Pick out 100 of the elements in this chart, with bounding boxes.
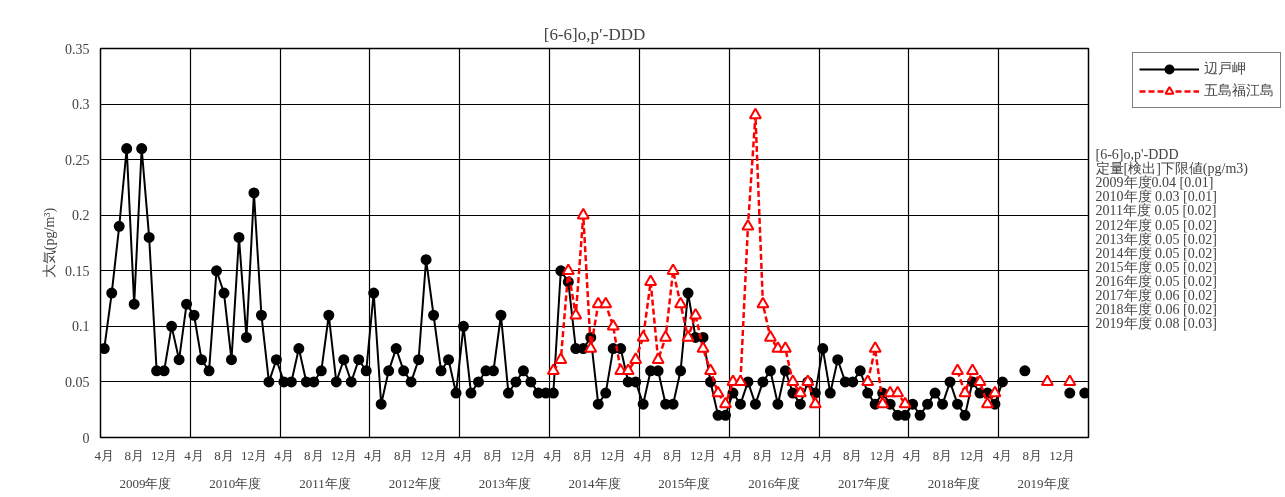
point [621, 363, 635, 375]
point [861, 374, 875, 387]
x-tick-label: 4月 [184, 447, 204, 463]
point [569, 307, 583, 320]
point [741, 218, 755, 231]
x-tick-label: 4月 [813, 447, 833, 463]
point [793, 385, 807, 398]
point [718, 396, 732, 409]
point [898, 396, 912, 409]
point [951, 363, 965, 375]
text: 2013年度 [478, 475, 531, 491]
x-tick-label: 4月 [543, 447, 564, 463]
point [711, 385, 725, 398]
x-tick-label: 12月 [510, 447, 537, 463]
point [733, 374, 747, 387]
y-tick-label: 0.05 [65, 374, 90, 390]
point [584, 341, 598, 353]
y-tick-label: 0 [82, 430, 90, 446]
x-tick-label: 12月 [779, 447, 806, 463]
x-tick-label: 12月 [1049, 447, 1076, 463]
point [1040, 374, 1054, 387]
x-tick-label: 8月 [124, 447, 144, 463]
x-tick-label: 12月 [240, 447, 267, 463]
y-tick-label: 0.15 [65, 263, 90, 279]
text: 2019年度 [1017, 475, 1070, 491]
text: 2011年度 0.05 [0.02] [1095, 203, 1217, 219]
x-tick-label: 8月 [1022, 447, 1043, 463]
x-tick-label: 4月 [723, 447, 743, 463]
x-tick-label: 12月 [420, 447, 447, 463]
point [606, 319, 620, 331]
text: 2017年度 [837, 475, 890, 491]
x-tick-label: 8月 [842, 447, 863, 463]
point [756, 296, 770, 309]
x-tick-label: 8月 [663, 447, 683, 463]
x-tick-label: 4月 [94, 447, 114, 463]
text: 2009年度 [119, 475, 172, 491]
point [651, 352, 665, 364]
point [876, 396, 890, 409]
point [958, 385, 972, 398]
point [868, 341, 882, 353]
x-tick-label: 12月 [690, 447, 717, 463]
point [636, 330, 650, 342]
text: 2015年度 [658, 475, 711, 491]
point [696, 341, 710, 353]
y-axis-title: 大気(pg/m³) [42, 207, 58, 279]
point [988, 385, 1002, 398]
text: 2014年度 [568, 475, 621, 491]
text: [6-6]o,p'-DDD [1095, 147, 1179, 163]
point [891, 385, 905, 398]
point [666, 263, 680, 275]
point [629, 352, 643, 364]
point [599, 296, 613, 309]
x-tick-label: 8月 [304, 447, 324, 463]
point [1063, 374, 1077, 387]
x-tick-label: 4月 [633, 447, 653, 463]
point [808, 396, 822, 409]
text: 2012年度 [388, 475, 441, 491]
point [659, 330, 673, 342]
text: 2019年度 0.08 [0.03] [1095, 316, 1217, 332]
point [674, 296, 688, 309]
chart-title: [6-6]o,p′-DDD [543, 24, 646, 44]
point [965, 363, 979, 375]
point [681, 330, 695, 342]
point [561, 263, 575, 275]
y-tick-label: 0.1 [72, 319, 90, 335]
point [763, 330, 777, 342]
y-tick-label: 0.35 [65, 41, 90, 57]
point [786, 374, 800, 387]
point [980, 396, 994, 409]
text: 2012年度 0.05 [0.02] [1095, 217, 1217, 233]
x-tick-label: 12月 [869, 447, 896, 463]
x-tick-label: 8月 [753, 447, 773, 463]
point [973, 374, 987, 387]
text: 2016年度 [748, 475, 801, 491]
x-tick-label: 12月 [330, 447, 357, 463]
y-tick-label: 0.2 [72, 208, 90, 224]
x-tick-label: 4月 [992, 447, 1013, 463]
point [546, 363, 560, 375]
point [778, 341, 792, 353]
point [554, 352, 568, 364]
x-tick-label: 8月 [932, 447, 953, 463]
x-tick-label: 8月 [483, 447, 504, 463]
text: 2018年度 [927, 475, 980, 491]
x-tick-label: 8月 [573, 447, 594, 463]
legend-label: 辺戸岬 [1204, 60, 1246, 78]
x-tick-label: 4月 [902, 447, 923, 463]
point [644, 274, 658, 287]
y-tick-label: 0.3 [72, 97, 90, 113]
x-tick-label: 8月 [214, 447, 234, 463]
legend-label: 五島福江島 [1204, 82, 1274, 100]
y-tick-label: 0.25 [65, 152, 90, 168]
x-tick-label: 4月 [453, 447, 474, 463]
x-tick-label: 4月 [274, 447, 294, 463]
point [748, 107, 762, 120]
text: 2010年度 [209, 475, 262, 491]
x-tick-label: 8月 [393, 447, 414, 463]
x-tick-label: 12月 [959, 447, 986, 463]
point [704, 363, 718, 375]
point [689, 307, 703, 320]
x-tick-label: 12月 [600, 447, 627, 463]
